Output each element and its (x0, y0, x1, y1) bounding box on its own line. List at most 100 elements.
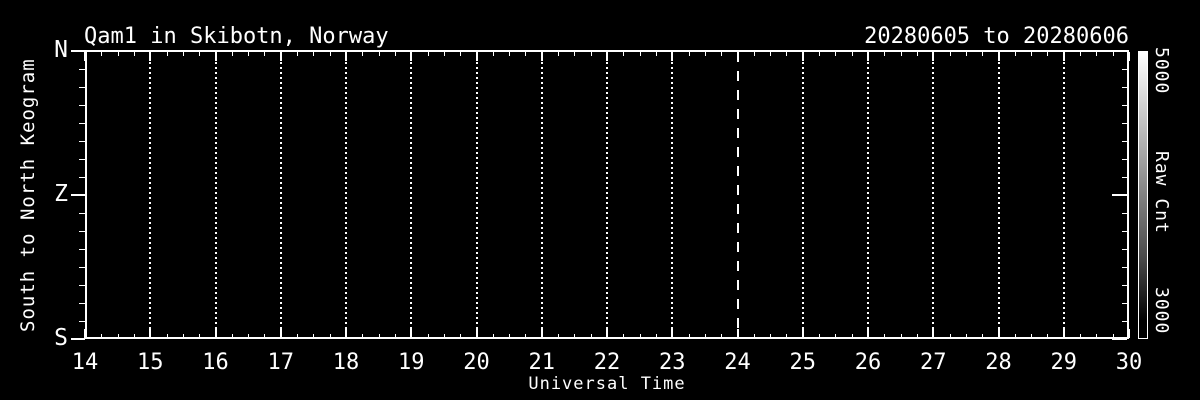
x-gridline (279, 52, 282, 338)
x-tick-label: 16 (202, 350, 229, 375)
x-tick-major (475, 52, 478, 61)
x-tick-minor (949, 334, 951, 338)
y-tick-label: Z (54, 180, 68, 207)
x-tick-major (345, 329, 347, 338)
x-tick-minor (819, 52, 821, 56)
y-tick-minor (1122, 159, 1127, 160)
x-tick-minor (982, 334, 984, 338)
x-tick-minor (264, 334, 266, 338)
y-tick-minor (1122, 87, 1127, 88)
x-tick-label: 14 (71, 350, 99, 375)
plot-title: Qam1 in Skibotn, Norway (84, 24, 389, 49)
x-tick-minor (639, 334, 641, 338)
x-tick-label: 20 (463, 350, 490, 375)
x-marker-dashed-line (736, 52, 739, 338)
y-tick-minor (79, 285, 85, 286)
y-tick-minor (1122, 285, 1127, 286)
x-tick-label: 21 (528, 350, 556, 375)
x-tick-label: 23 (659, 350, 686, 375)
x-tick-major (475, 329, 478, 338)
x-tick-minor (264, 52, 266, 56)
x-tick-minor (835, 334, 837, 338)
x-tick-minor (884, 52, 886, 56)
x-tick-minor (623, 52, 625, 56)
x-tick-minor (199, 334, 201, 338)
y-tick-label: S (54, 324, 68, 351)
y-tick-minor (1122, 141, 1127, 142)
y-tick-minor (79, 141, 85, 142)
x-tick-major (867, 52, 869, 61)
y-tick-label: N (54, 36, 68, 63)
y-tick-minor (1122, 177, 1127, 178)
x-tick-minor (117, 334, 119, 338)
y-tick-major (1112, 338, 1127, 340)
x-tick-minor (965, 334, 967, 338)
x-tick-major (997, 329, 1000, 338)
x-gridline (606, 52, 608, 338)
x-tick-minor (443, 52, 445, 56)
x-tick-major (801, 329, 804, 338)
x-tick-major (606, 329, 608, 338)
x-tick-minor (492, 334, 494, 338)
x-axis-title: Universal Time (528, 374, 686, 394)
x-tick-minor (297, 52, 299, 56)
x-tick-minor (231, 52, 233, 56)
x-tick-minor (916, 334, 918, 338)
x-tick-minor (1014, 334, 1016, 338)
y-tick-minor (79, 159, 85, 160)
y-tick-minor (79, 123, 85, 124)
y-tick-minor (79, 87, 85, 88)
y-tick-major (1112, 50, 1127, 52)
x-tick-label: 28 (985, 350, 1012, 375)
x-tick-minor (394, 334, 396, 338)
x-tick-minor (688, 334, 690, 338)
x-gridline (1062, 52, 1065, 338)
x-tick-label: 24 (724, 350, 751, 375)
x-tick-minor (851, 52, 853, 56)
x-gridline (345, 52, 347, 338)
x-tick-minor (1080, 52, 1082, 56)
y-tick-minor (79, 213, 85, 214)
x-tick-major (1062, 52, 1065, 61)
y-tick-minor (79, 231, 85, 232)
x-tick-major (214, 52, 217, 61)
x-tick-label: 29 (1050, 350, 1078, 375)
x-tick-minor (949, 52, 951, 56)
x-tick-major (867, 329, 869, 338)
x-tick-minor (509, 52, 511, 56)
y-tick-minor (79, 267, 85, 268)
x-tick-minor (916, 52, 918, 56)
x-gridline (410, 52, 413, 338)
x-tick-minor (851, 334, 853, 338)
y-tick-major (71, 194, 85, 196)
x-tick-minor (525, 52, 527, 56)
x-tick-minor (558, 334, 560, 338)
x-tick-major (214, 329, 217, 338)
x-gridline (997, 52, 1000, 338)
x-tick-major (1128, 329, 1130, 338)
x-tick-major (279, 52, 282, 61)
x-tick-minor (590, 334, 592, 338)
x-tick-minor (1031, 334, 1033, 338)
x-tick-minor (182, 334, 184, 338)
x-tick-minor (166, 52, 168, 56)
x-tick-major (84, 329, 86, 338)
x-tick-minor (786, 52, 788, 56)
x-tick-minor (199, 52, 201, 56)
x-tick-minor (835, 52, 837, 56)
y-tick-minor (79, 321, 85, 322)
x-tick-minor (884, 334, 886, 338)
x-tick-minor (704, 52, 706, 56)
x-tick-label: 26 (854, 350, 882, 375)
x-tick-minor (770, 334, 772, 338)
x-tick-minor (1014, 52, 1016, 56)
x-tick-minor (721, 52, 723, 56)
x-tick-major (606, 52, 608, 61)
x-tick-minor (655, 334, 657, 338)
x-tick-minor (770, 52, 772, 56)
x-tick-minor (574, 334, 576, 338)
x-tick-minor (704, 334, 706, 338)
x-tick-minor (362, 334, 364, 338)
y-tick-major (71, 338, 85, 340)
